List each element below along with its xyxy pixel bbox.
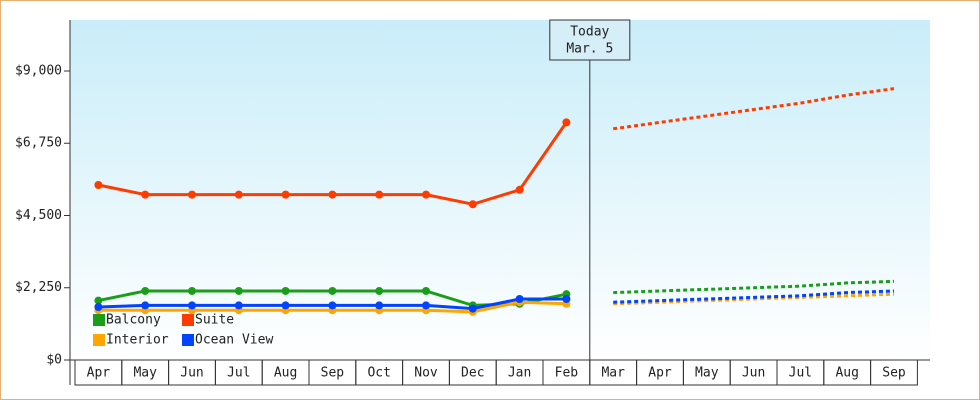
point xyxy=(188,190,196,199)
point xyxy=(375,286,384,295)
projection-line xyxy=(613,279,895,295)
point xyxy=(562,294,571,303)
x-tick-label: Oct xyxy=(367,366,390,381)
point xyxy=(422,301,430,310)
point xyxy=(234,286,243,295)
point xyxy=(94,296,103,305)
y-tick-label: $4,500 xyxy=(15,208,62,223)
point xyxy=(188,301,196,310)
point xyxy=(281,190,290,199)
point xyxy=(562,118,571,127)
y-tick-label: $2,250 xyxy=(15,280,62,295)
point xyxy=(94,303,103,312)
x-tick-label: Jan xyxy=(508,366,531,381)
legend-label: Balcony xyxy=(106,313,161,328)
point xyxy=(141,301,150,310)
y-tick-label: $6,750 xyxy=(15,136,62,151)
point xyxy=(188,286,196,295)
point xyxy=(328,301,337,310)
legend-swatch xyxy=(93,314,105,326)
point xyxy=(234,301,243,310)
x-tick-label: Jun xyxy=(180,366,203,381)
y-tick-label: $9,000 xyxy=(15,63,62,78)
legend-swatch xyxy=(182,314,194,326)
point xyxy=(328,286,337,295)
legend-label: Interior xyxy=(106,333,169,348)
legend-label: Suite xyxy=(195,313,234,328)
projection-line xyxy=(613,289,895,304)
point xyxy=(141,190,150,199)
x-tick-label: Jul xyxy=(227,366,250,381)
x-tick-label: May xyxy=(695,366,719,381)
today-box xyxy=(549,19,631,61)
point xyxy=(281,286,290,295)
point xyxy=(281,301,290,310)
projection-line xyxy=(613,292,895,306)
y-tick-label: $0 xyxy=(46,353,62,368)
x-tick-label: Aug xyxy=(274,366,297,381)
x-tick-label: Feb xyxy=(555,366,579,381)
projection-line xyxy=(612,87,895,131)
point xyxy=(94,180,103,189)
point xyxy=(328,190,337,199)
x-tick-label: Nov xyxy=(414,366,438,381)
point xyxy=(375,301,384,310)
point xyxy=(141,286,150,295)
x-tick-label: May xyxy=(133,366,157,381)
x-tick-label: Aug xyxy=(835,366,858,381)
x-tick-label: Jul xyxy=(789,366,812,381)
point xyxy=(468,304,477,313)
annotation: Today xyxy=(570,25,609,40)
month-cell xyxy=(870,359,918,386)
point xyxy=(515,294,524,303)
point xyxy=(422,286,430,295)
point xyxy=(515,185,524,194)
point xyxy=(422,190,430,199)
x-tick-label: Sep xyxy=(321,366,345,381)
x-tick-label: Apr xyxy=(648,366,672,381)
x-tick-label: Sep xyxy=(882,366,906,381)
annotation: Mar. 5 xyxy=(566,42,613,57)
point xyxy=(234,190,243,199)
legend-label: Ocean View xyxy=(195,333,273,348)
x-tick-label: Mar xyxy=(601,366,625,381)
point xyxy=(375,190,384,199)
x-tick-label: Dec xyxy=(461,366,484,381)
point xyxy=(468,200,477,209)
legend-swatch xyxy=(93,334,105,346)
legend-swatch xyxy=(182,334,194,346)
x-tick-label: Apr xyxy=(87,366,111,381)
x-tick-label: Jun xyxy=(742,366,765,381)
